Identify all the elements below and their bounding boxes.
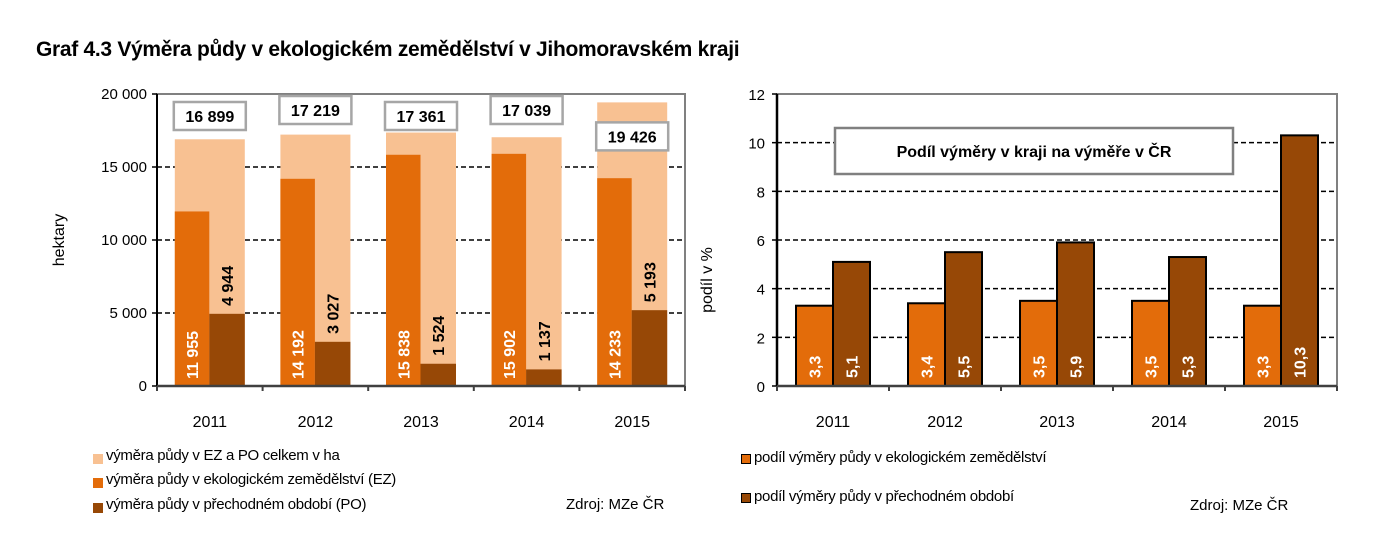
bar-po (420, 363, 456, 386)
annotation-box (833, 126, 1235, 176)
x-tick-label: 2014 (509, 414, 545, 431)
bar-po (314, 341, 351, 386)
data-label-total: 17 361 (397, 109, 446, 126)
legend-label-share-po: podíl výměry půdy v přechodném období (754, 488, 1014, 505)
bar-ez (280, 178, 315, 386)
legend-swatch-share-ez (741, 454, 751, 464)
data-label-total-box (489, 94, 564, 126)
data-label-share-po: 5,5 (957, 356, 974, 378)
data-label-total-box (594, 121, 670, 152)
x-tick-label: 2014 (1151, 414, 1187, 431)
data-label-ez: 14 192 (291, 330, 308, 379)
y-tick-label: 15 000 (101, 159, 147, 176)
legend-label-po: výměra půdy v přechodném období (PO) (106, 496, 367, 513)
bar-ez (174, 211, 210, 386)
bar-ez (386, 154, 421, 386)
x-tick-label: 2011 (816, 414, 851, 431)
y-axis-label: hektary (51, 214, 68, 266)
y-tick-label: 10 000 (101, 232, 147, 249)
data-label-share-ez: 3,3 (1256, 356, 1273, 378)
y-tick-label: 12 (748, 87, 765, 104)
bar-share-po (832, 260, 871, 387)
x-tick-label: 2012 (298, 414, 334, 431)
chart-title: Graf 4.3 Výměra půdy v ekologickém zeměd… (36, 38, 740, 61)
data-label-total: 17 039 (502, 103, 551, 120)
bar-share-ez (1131, 299, 1170, 388)
data-label-po: 5 193 (642, 262, 659, 302)
data-label-po: 4 944 (220, 266, 237, 306)
annotation-text: Podíl výměry v kraji na výměře v ČR (897, 142, 1172, 161)
legend-label-share-ez: podíl výměry půdy v ekologickém zeměděls… (754, 449, 1047, 466)
bar-po (631, 310, 668, 386)
data-label-total-box (383, 100, 459, 132)
data-label-po: 1 524 (431, 316, 448, 356)
bar-share-po (1056, 241, 1095, 387)
data-label-total-box (278, 94, 353, 126)
legend-label-ez: výměra půdy v ekologickém zemědělství (E… (106, 471, 397, 488)
bar-share-po (944, 251, 983, 387)
y-tick-label: 0 (757, 379, 765, 396)
legend-swatch-total (93, 454, 103, 464)
x-tick-label: 2013 (1039, 414, 1075, 431)
bar-ez (597, 178, 632, 386)
data-label-share-ez: 3,5 (1144, 356, 1161, 378)
data-label-ez: 14 233 (607, 330, 624, 379)
bar-share-po (1280, 134, 1319, 387)
data-label-share-po: 5,9 (1069, 356, 1086, 378)
data-label-po: 1 137 (537, 321, 554, 361)
y-axis-label: podíl v % (699, 247, 716, 313)
bar-share-ez (795, 304, 834, 388)
bar-share-ez (1019, 299, 1058, 388)
source-left: Zdroj: MZe ČR (566, 496, 665, 513)
y-tick-label: 10 (748, 136, 765, 153)
data-label-ez: 11 955 (185, 331, 202, 379)
legend-swatch-share-po (741, 493, 751, 503)
source-right: Zdroj: MZe ČR (1190, 497, 1289, 514)
bar-ez (491, 153, 527, 386)
data-label-share-ez: 3,3 (808, 356, 825, 378)
y-tick-label: 4 (757, 282, 765, 299)
y-tick-label: 0 (139, 378, 147, 395)
y-tick-label: 20 000 (101, 86, 147, 103)
data-label-po: 3 027 (326, 294, 343, 334)
legend-swatch-ez (93, 478, 103, 488)
data-label-share-ez: 3,4 (920, 356, 937, 378)
data-label-total: 16 899 (185, 109, 234, 126)
x-tick-label: 2012 (927, 414, 963, 431)
y-tick-label: 2 (757, 330, 765, 347)
legend-swatch-po (93, 503, 103, 513)
data-label-share-po: 5,3 (1181, 356, 1198, 378)
data-label-total: 17 219 (291, 103, 340, 120)
data-label-share-po: 10,3 (1293, 347, 1310, 378)
x-tick-label: 2013 (403, 414, 439, 431)
data-label-ez: 15 838 (396, 330, 413, 379)
x-tick-label: 2015 (614, 414, 650, 431)
y-tick-label: 5 000 (109, 305, 147, 322)
bar-share-ez (907, 302, 946, 387)
legend-label-total: výměra půdy v EZ a PO celkem v ha (106, 447, 340, 464)
bar-po (526, 369, 562, 386)
data-label-total-box (172, 100, 248, 132)
x-tick-label: 2011 (193, 414, 228, 431)
y-tick-label: 6 (757, 233, 765, 250)
data-label-total: 19 426 (608, 129, 657, 146)
data-label-ez: 15 902 (502, 330, 519, 379)
data-label-share-ez: 3,5 (1032, 356, 1049, 378)
bar-po (209, 313, 245, 386)
data-label-share-po: 5,1 (845, 356, 862, 378)
x-tick-label: 2015 (1263, 414, 1299, 431)
y-tick-label: 8 (757, 184, 765, 201)
